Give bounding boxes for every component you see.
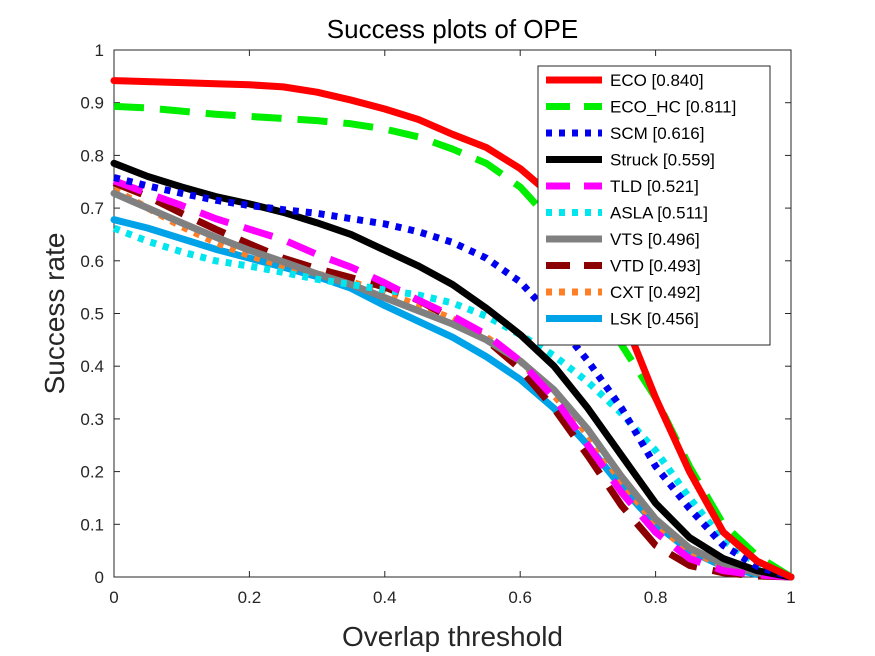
series-lines bbox=[110, 77, 795, 581]
y-tick-label: 1 bbox=[95, 41, 104, 60]
legend-label-eco: ECO [0.840] bbox=[610, 71, 704, 90]
y-tick-label: 0.7 bbox=[80, 199, 104, 218]
series-line-vts bbox=[110, 189, 795, 581]
legend-label-scm: SCM [0.616] bbox=[610, 124, 705, 143]
series-line-eco bbox=[110, 77, 795, 581]
tick-labels: 0 0.2 0.4 0.6 0.8 1 0 0.1 0.2 0.3 0.4 0.5 0.6 0.7 0.8 0… bbox=[80, 41, 795, 607]
legend-box bbox=[537, 65, 771, 346]
legend-label-lsk: LSK [0.456] bbox=[610, 310, 699, 329]
x-tick-label: 0.2 bbox=[238, 588, 262, 607]
legend-label-eco-hc: ECO_HC [0.811] bbox=[610, 98, 736, 117]
series-line-asla bbox=[112, 224, 793, 581]
legend-label-asla: ASLA [0.511] bbox=[610, 204, 708, 223]
x-tick-label: 1 bbox=[786, 588, 795, 607]
y-tick-label: 0.1 bbox=[80, 515, 104, 534]
y-tick-label: 0 bbox=[95, 568, 104, 587]
y-tick-label: 0.8 bbox=[80, 146, 104, 165]
x-axis-label: Overlap threshold bbox=[342, 621, 563, 652]
legend-label-vts: VTS [0.496] bbox=[610, 230, 700, 249]
x-tick-label: 0 bbox=[109, 588, 118, 607]
x-tick-label: 0.6 bbox=[508, 588, 532, 607]
legend-label-vtd: VTD [0.493] bbox=[610, 257, 701, 276]
series-line-eco-hc bbox=[113, 102, 793, 580]
legend-label-struck: Struck [0.559] bbox=[610, 151, 715, 170]
series-line-vtd bbox=[112, 179, 792, 581]
legend-label-tld: TLD [0.521] bbox=[610, 177, 699, 196]
y-tick-label: 0.3 bbox=[80, 410, 104, 429]
y-tick-label: 0.6 bbox=[80, 252, 104, 271]
series-line-scm bbox=[113, 174, 793, 581]
legend-label-cxt: CXT [0.492] bbox=[610, 283, 700, 302]
x-tick-label: 0.8 bbox=[644, 588, 668, 607]
x-tick-label: 0.4 bbox=[373, 588, 397, 607]
legend: ECO [0.840] ECO_HC [0.811] SCM [0.616] Stru… bbox=[537, 65, 771, 346]
series-line-tld bbox=[112, 177, 792, 581]
y-tick-label: 0.5 bbox=[80, 305, 104, 324]
y-axis-label: Success rate bbox=[39, 233, 70, 395]
chart-title: Success plots of OPE bbox=[327, 14, 578, 44]
y-tick-label: 0.2 bbox=[80, 463, 104, 482]
y-tick-label: 0.4 bbox=[80, 357, 104, 376]
y-tick-label: 0.9 bbox=[80, 94, 104, 113]
series-line-struck bbox=[110, 159, 795, 581]
